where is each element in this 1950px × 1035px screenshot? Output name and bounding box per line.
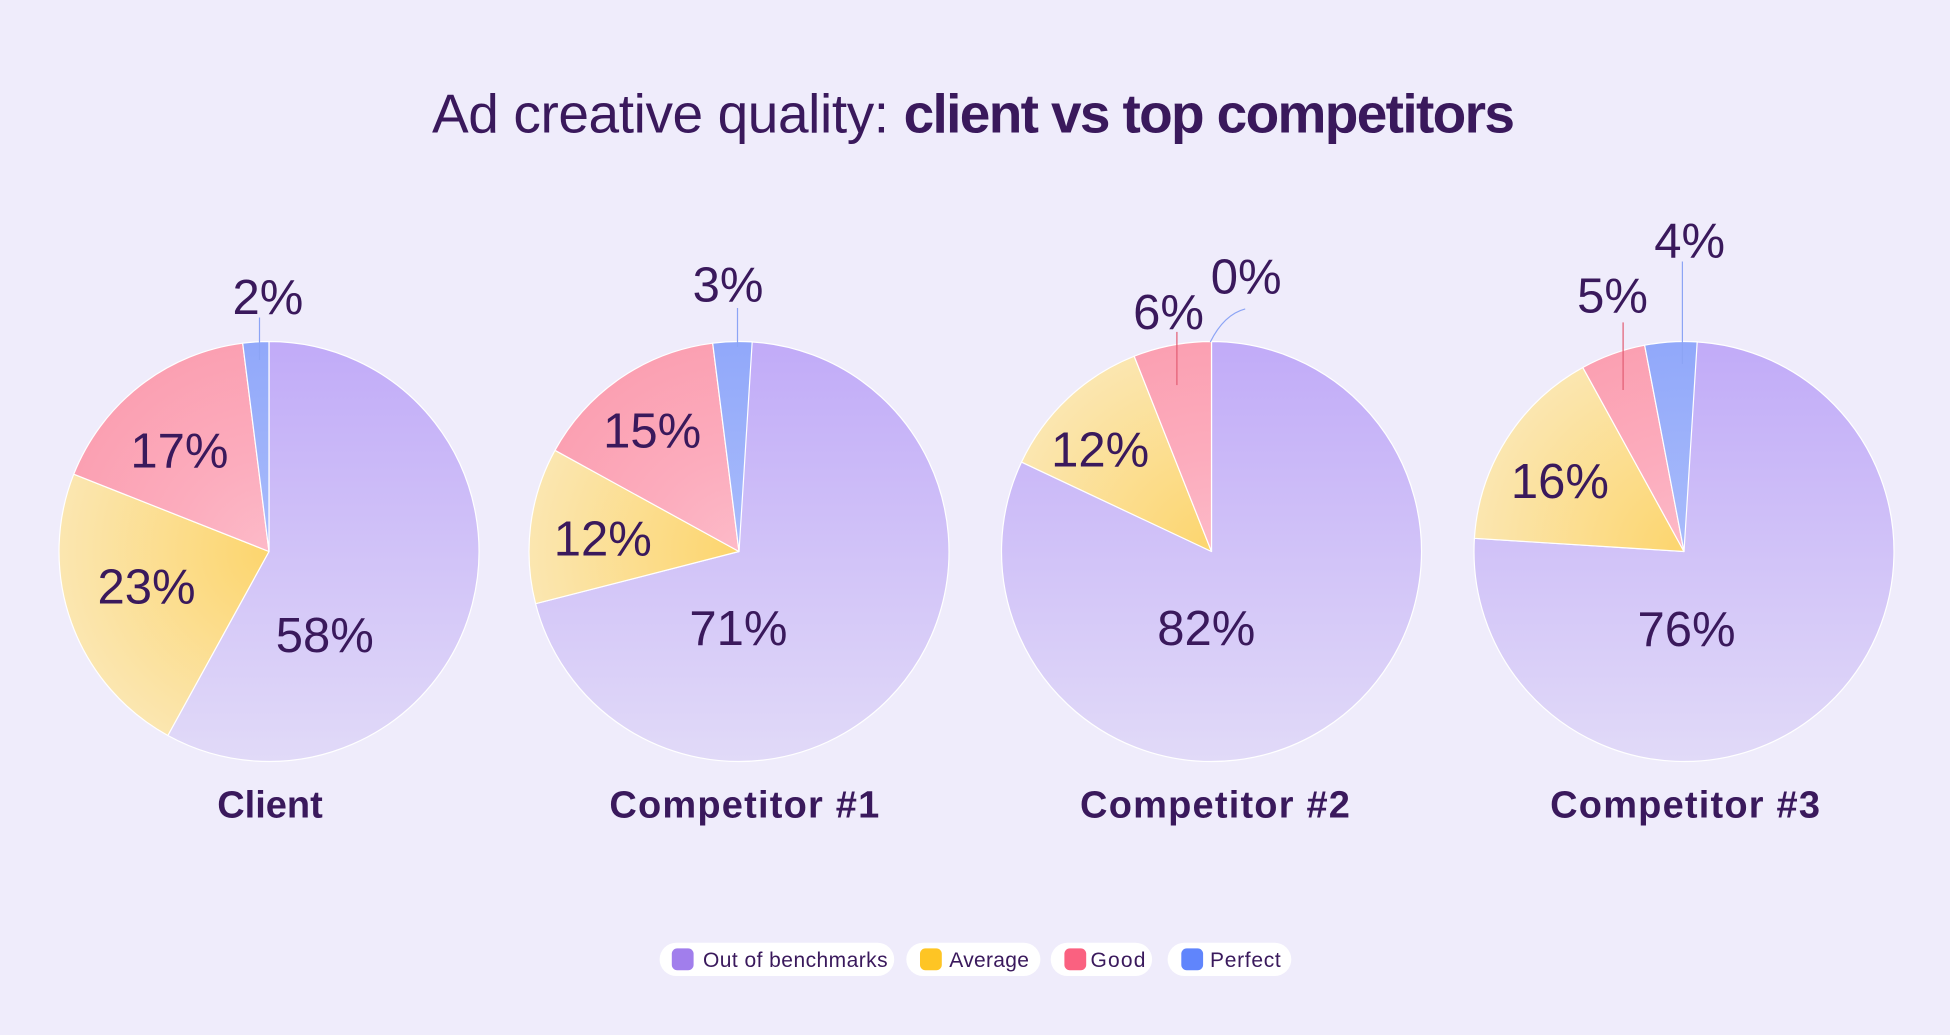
svg-text:Perfect: Perfect bbox=[1210, 949, 1281, 972]
svg-text:Out of benchmarks: Out of benchmarks bbox=[703, 949, 888, 972]
svg-text:58%: 58% bbox=[276, 609, 374, 663]
svg-text:5%: 5% bbox=[1577, 270, 1648, 324]
svg-text:16%: 16% bbox=[1511, 455, 1609, 509]
svg-text:71%: 71% bbox=[689, 602, 787, 656]
svg-text:82%: 82% bbox=[1157, 602, 1255, 656]
svg-text:2%: 2% bbox=[232, 271, 303, 325]
svg-text:Competitor #1: Competitor #1 bbox=[609, 785, 880, 827]
svg-text:0%: 0% bbox=[1211, 251, 1282, 305]
svg-text:23%: 23% bbox=[97, 561, 195, 615]
svg-text:Competitor #3: Competitor #3 bbox=[1550, 785, 1821, 827]
svg-text:12%: 12% bbox=[1051, 424, 1149, 478]
svg-text:Client: Client bbox=[217, 785, 323, 827]
svg-text:Good: Good bbox=[1091, 949, 1147, 972]
svg-text:15%: 15% bbox=[603, 404, 701, 458]
svg-text:Ad creative quality: client vs: Ad creative quality: client vs top compe… bbox=[432, 83, 1513, 145]
svg-text:12%: 12% bbox=[554, 513, 652, 567]
svg-text:6%: 6% bbox=[1133, 286, 1204, 340]
svg-text:Competitor #2: Competitor #2 bbox=[1080, 785, 1351, 827]
svg-text:3%: 3% bbox=[693, 259, 764, 313]
svg-text:4%: 4% bbox=[1654, 215, 1725, 269]
svg-text:17%: 17% bbox=[130, 425, 228, 479]
svg-text:76%: 76% bbox=[1637, 603, 1735, 657]
svg-text:Average: Average bbox=[949, 949, 1029, 972]
